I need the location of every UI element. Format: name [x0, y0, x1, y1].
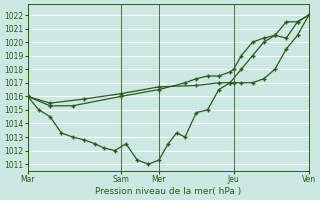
- X-axis label: Pression niveau de la mer( hPa ): Pression niveau de la mer( hPa ): [95, 187, 241, 196]
